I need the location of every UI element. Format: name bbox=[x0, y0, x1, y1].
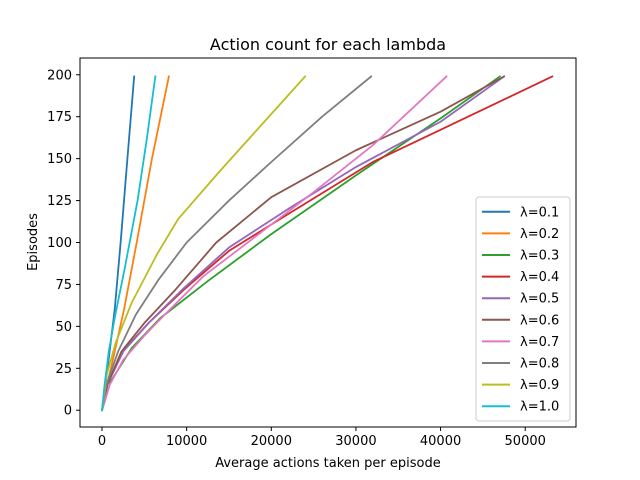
series-line-6 bbox=[100, 75, 506, 412]
y-axis-label: Episodes bbox=[26, 213, 41, 271]
series-line-2 bbox=[100, 75, 170, 412]
plot-lines bbox=[100, 75, 554, 412]
legend-label-4: λ=0.4 bbox=[520, 270, 559, 285]
legend-label-2: λ=0.2 bbox=[520, 227, 559, 242]
y-tick-label: 25 bbox=[55, 362, 72, 377]
legend-label-3: λ=0.3 bbox=[520, 249, 559, 264]
x-axis: 0 10000 20000 30000 40000 50000 bbox=[98, 427, 546, 449]
x-tick-label: 20000 bbox=[251, 434, 292, 449]
y-tick-label: 125 bbox=[47, 194, 72, 209]
x-tick-label: 30000 bbox=[335, 434, 376, 449]
legend-label-8: λ=0.8 bbox=[520, 357, 559, 372]
y-tick-label: 0 bbox=[64, 404, 72, 419]
legend-label-1: λ=0.1 bbox=[520, 205, 559, 220]
y-tick-label: 100 bbox=[47, 236, 72, 251]
legend: λ=0.1 λ=0.2 λ=0.3 λ=0.4 λ=0.5 λ=0.6 λ=0.7 λ=0.8… bbox=[475, 196, 571, 422]
series-line-8 bbox=[100, 75, 373, 412]
y-axis: 0 25 50 75 100 125 150 175 200 bbox=[47, 68, 80, 419]
series-line-5 bbox=[100, 75, 506, 412]
x-tick-label: 10000 bbox=[166, 434, 207, 449]
series-line-7 bbox=[100, 75, 448, 412]
legend-label-6: λ=0.6 bbox=[520, 313, 559, 328]
legend-label-10: λ=1.0 bbox=[520, 400, 559, 415]
legend-label-5: λ=0.5 bbox=[520, 292, 559, 307]
legend-label-7: λ=0.7 bbox=[520, 335, 559, 350]
y-tick-label: 175 bbox=[47, 110, 72, 125]
x-tick-label: 40000 bbox=[420, 434, 461, 449]
y-tick-label: 150 bbox=[47, 152, 72, 167]
series-line-9 bbox=[101, 75, 307, 412]
legend-box bbox=[475, 196, 571, 422]
y-tick-label: 75 bbox=[55, 278, 72, 293]
legend-label-9: λ=0.9 bbox=[520, 378, 559, 393]
x-tick-label: 50000 bbox=[505, 434, 546, 449]
y-tick-label: 200 bbox=[47, 68, 72, 83]
chart-title: Action count for each lambda bbox=[210, 35, 446, 54]
series-line-3 bbox=[100, 75, 502, 412]
series-line-10 bbox=[101, 75, 157, 412]
x-tick-label: 0 bbox=[98, 434, 106, 449]
x-axis-label: Average actions taken per episode bbox=[215, 456, 441, 471]
y-tick-label: 50 bbox=[55, 320, 72, 335]
